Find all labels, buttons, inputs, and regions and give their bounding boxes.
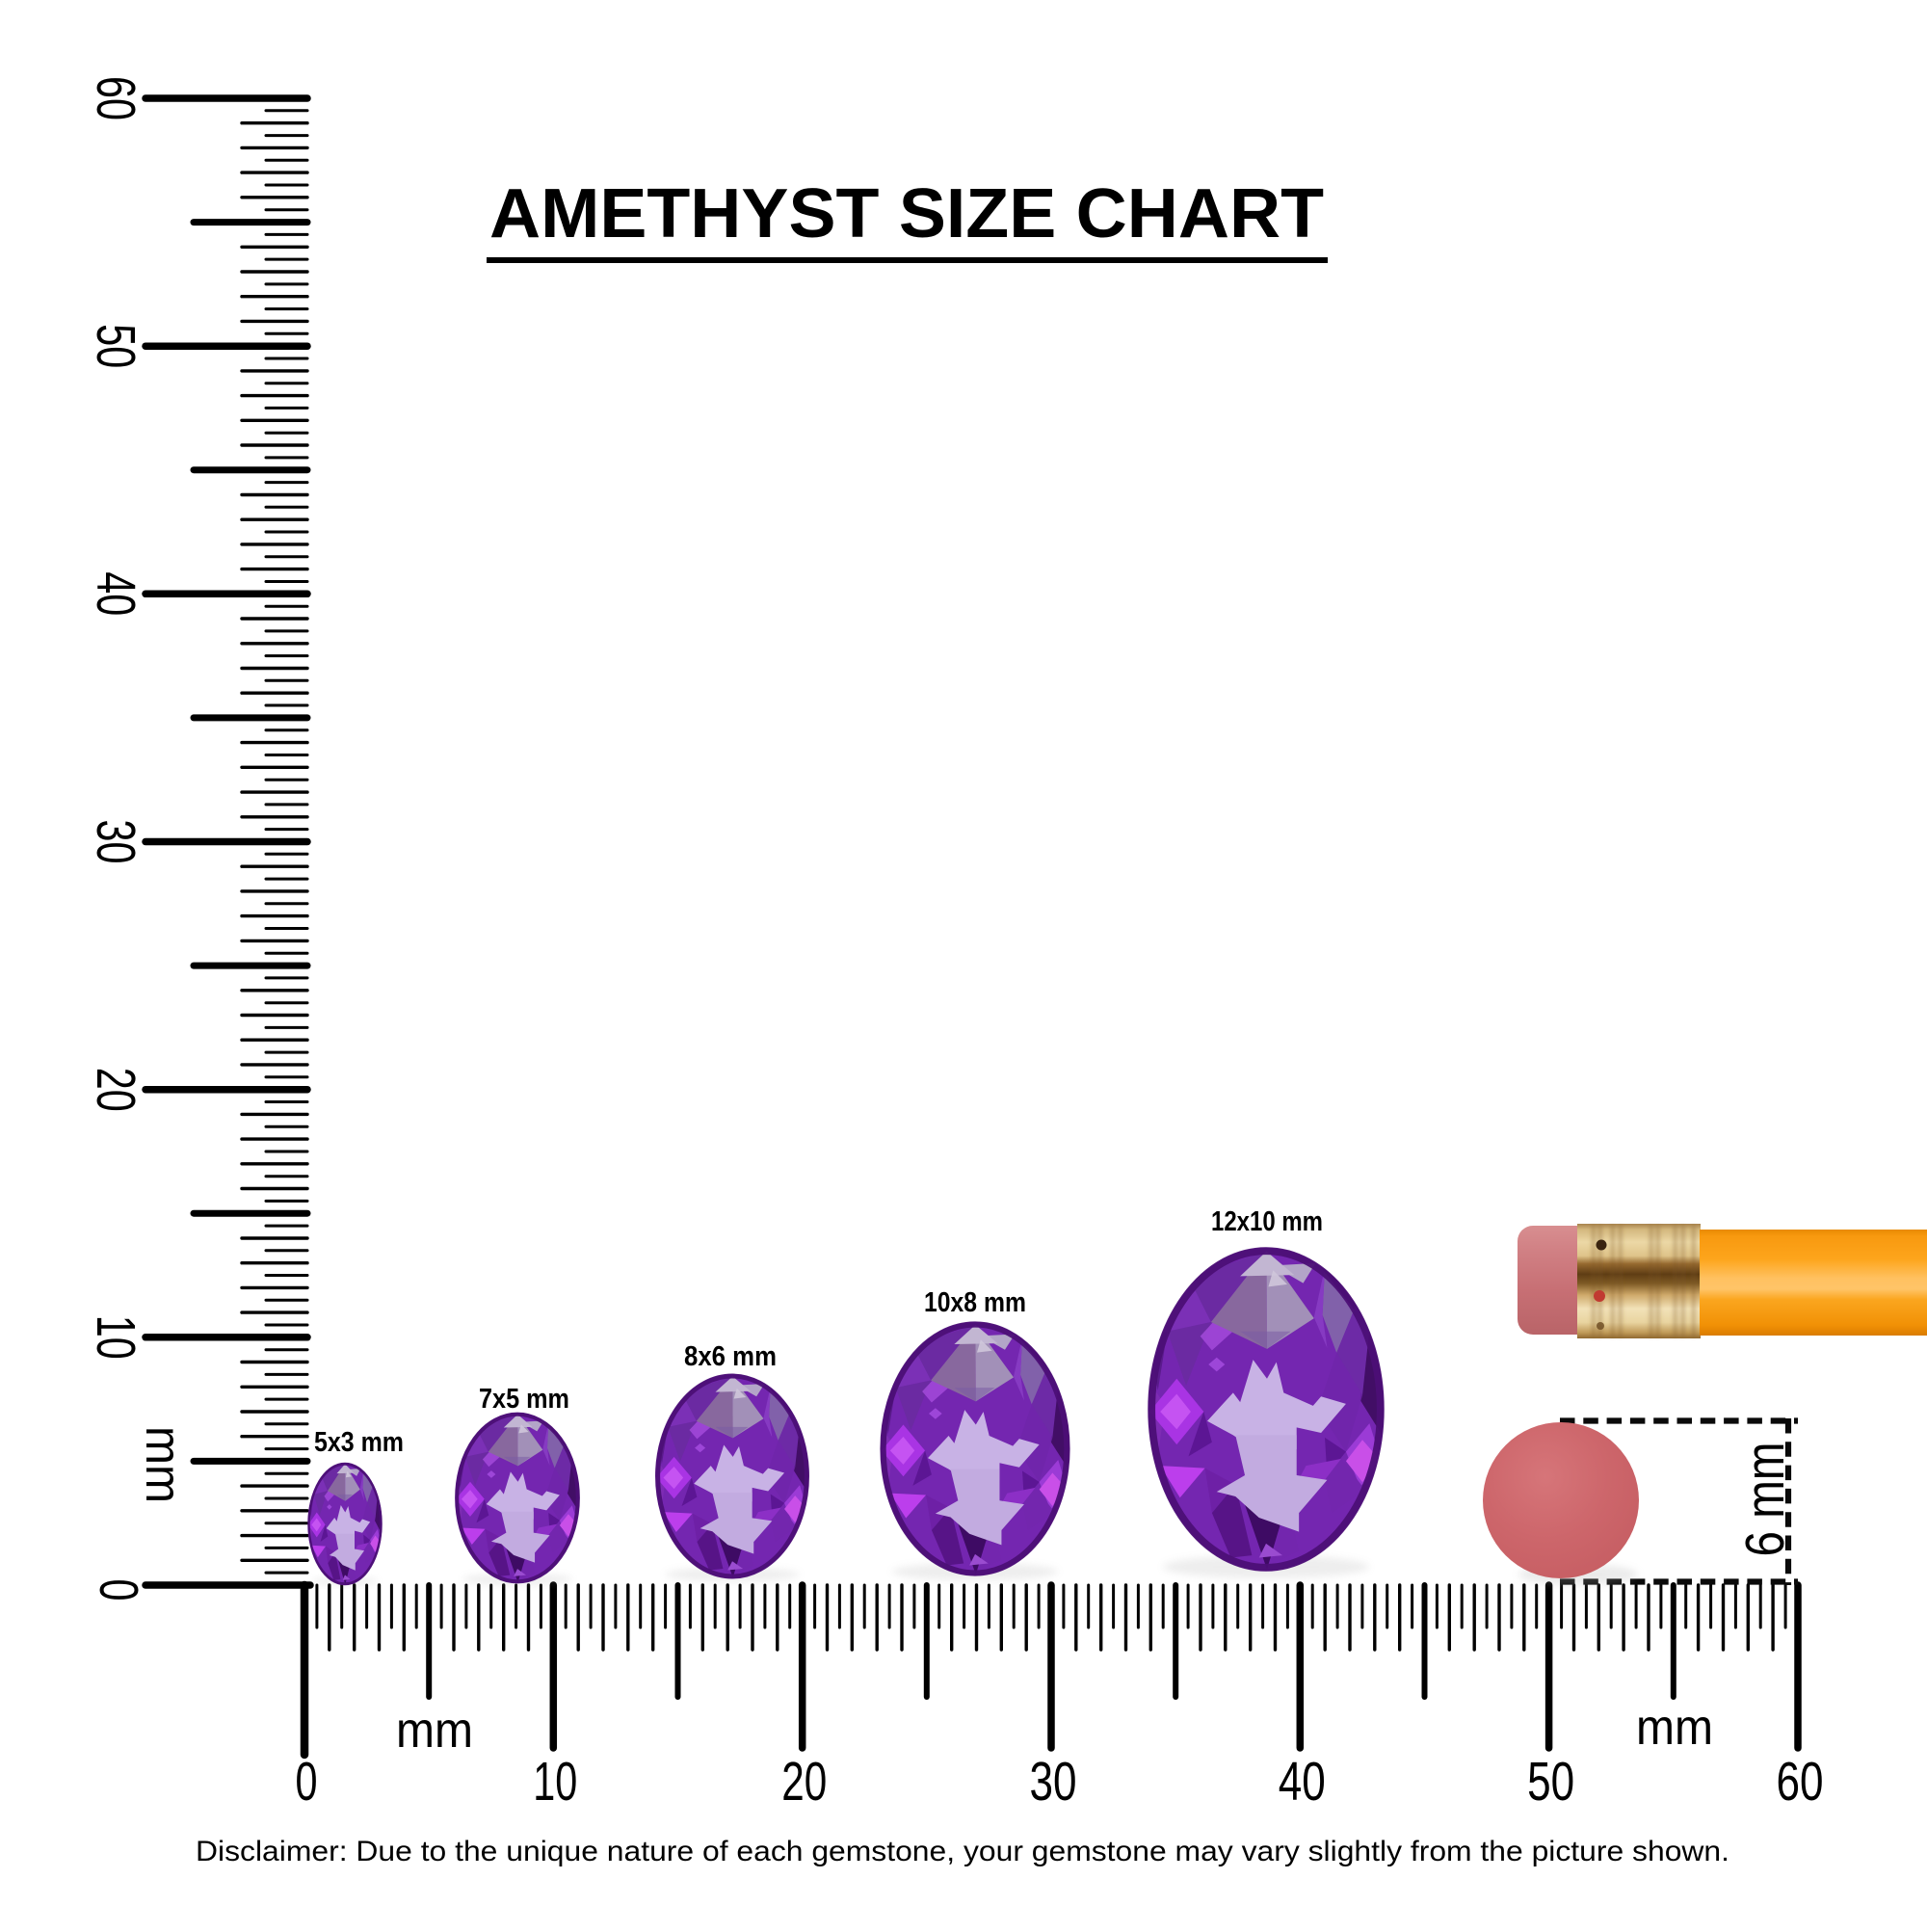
- svg-text:50: 50: [1527, 1751, 1574, 1813]
- svg-text:0: 0: [296, 1751, 318, 1813]
- svg-text:Disclaimer: Due to the unique: Disclaimer: Due to the unique nature of …: [196, 1836, 1729, 1867]
- svg-text:10: 10: [85, 1315, 146, 1360]
- svg-text:30: 30: [85, 820, 146, 864]
- svg-text:mm: mm: [396, 1703, 473, 1759]
- svg-text:0: 0: [88, 1579, 149, 1601]
- svg-text:6 mm: 6 mm: [1734, 1442, 1796, 1557]
- svg-text:60: 60: [85, 76, 146, 120]
- svg-text:mm: mm: [1636, 1700, 1713, 1756]
- svg-text:40: 40: [1279, 1751, 1326, 1813]
- svg-text:20: 20: [85, 1068, 146, 1112]
- svg-text:AMETHYST SIZE CHART: AMETHYST SIZE CHART: [489, 175, 1324, 252]
- svg-text:60: 60: [1777, 1751, 1824, 1813]
- svg-text:40: 40: [85, 571, 146, 616]
- svg-text:mm: mm: [135, 1426, 191, 1503]
- svg-text:30: 30: [1030, 1751, 1077, 1813]
- svg-text:7x5 mm: 7x5 mm: [479, 1384, 569, 1415]
- svg-text:8x6 mm: 8x6 mm: [684, 1341, 777, 1372]
- svg-text:20: 20: [781, 1751, 827, 1813]
- svg-text:12x10 mm: 12x10 mm: [1211, 1206, 1323, 1237]
- svg-text:10x8 mm: 10x8 mm: [924, 1287, 1026, 1318]
- svg-text:10: 10: [533, 1751, 577, 1813]
- svg-text:50: 50: [85, 324, 146, 368]
- svg-text:5x3 mm: 5x3 mm: [314, 1427, 404, 1458]
